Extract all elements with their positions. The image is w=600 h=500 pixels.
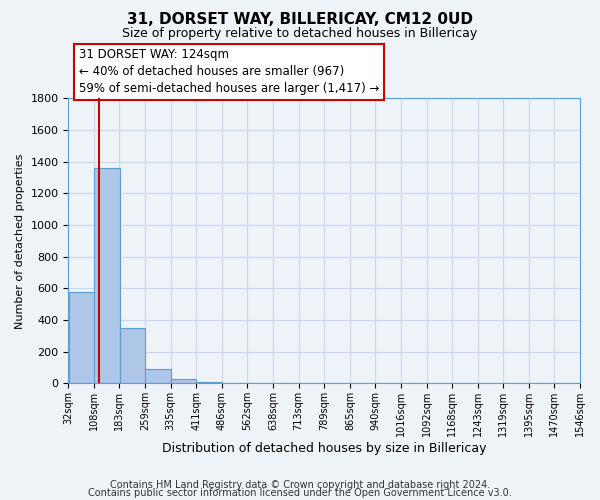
Bar [119,328,145,384]
Bar [68,292,94,384]
X-axis label: Distribution of detached houses by size in Billericay: Distribution of detached houses by size … [162,442,487,455]
Bar [94,168,119,384]
Bar [171,378,196,384]
Text: Size of property relative to detached houses in Billericay: Size of property relative to detached ho… [122,28,478,40]
Text: Contains public sector information licensed under the Open Government Licence v3: Contains public sector information licen… [88,488,512,498]
Text: Contains HM Land Registry data © Crown copyright and database right 2024.: Contains HM Land Registry data © Crown c… [110,480,490,490]
Bar [197,382,222,384]
Text: 31 DORSET WAY: 124sqm
← 40% of detached houses are smaller (967)
59% of semi-det: 31 DORSET WAY: 124sqm ← 40% of detached … [79,48,379,96]
Y-axis label: Number of detached properties: Number of detached properties [15,153,25,328]
Text: 31, DORSET WAY, BILLERICAY, CM12 0UD: 31, DORSET WAY, BILLERICAY, CM12 0UD [127,12,473,28]
Bar [145,369,170,384]
